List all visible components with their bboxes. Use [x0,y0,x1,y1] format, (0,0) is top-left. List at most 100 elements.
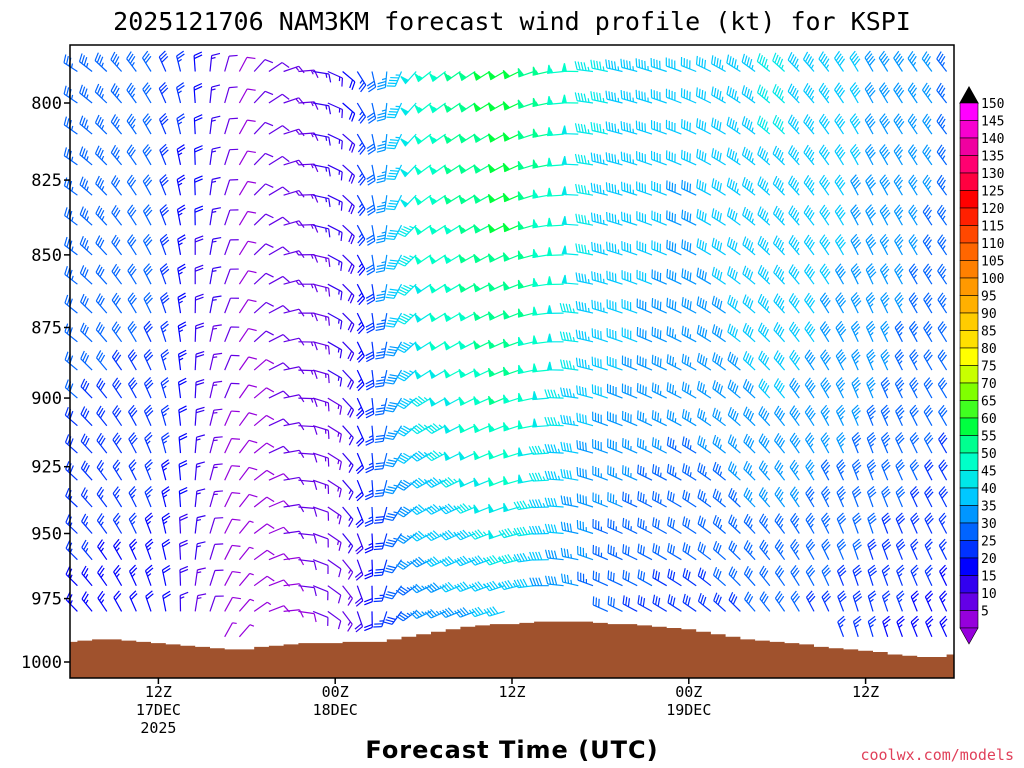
wind-barb [544,389,564,399]
wind-barb [209,517,224,534]
wind-barb [253,90,274,104]
wind-barb [605,90,623,104]
wind-barb [742,322,756,343]
wind-barb [711,237,726,256]
colorbar-label: 140 [981,132,1004,147]
wind-barb [879,174,891,196]
wind-barb [94,145,108,166]
wind-barb [896,590,905,612]
wind-barb [532,363,549,373]
wind-barb [532,219,549,229]
wind-barb [194,235,204,255]
wind-barb [650,120,667,135]
wind-barb [342,585,353,606]
wind-barb [342,397,355,418]
wind-barb [238,598,255,612]
colorbar-swatch [959,400,979,419]
wind-barb [342,254,355,275]
wind-barb [881,564,891,586]
wind-barb [159,263,170,285]
wind-barb [922,234,933,256]
wind-barb [621,211,638,226]
wind-barb [483,606,505,617]
wind-barb [64,323,78,343]
colorbar-label: 110 [981,237,1004,252]
wind-barb [561,274,579,285]
wind-barb [268,579,290,587]
wind-barb [410,556,432,568]
wind-barb [666,382,682,399]
wind-barb [591,271,608,285]
wind-barb [194,378,205,399]
wind-barb [726,116,741,135]
wind-barb [113,564,123,587]
wind-barb [253,496,275,508]
wind-barb [458,224,476,235]
wind-barb [176,204,186,226]
wind-barb [78,53,93,72]
wind-barb [65,591,78,612]
wind-barb [366,102,377,124]
wind-barb [253,330,274,343]
wind-barb [546,247,564,257]
wind-barb [503,449,520,459]
wind-barb [758,487,771,508]
wind-barb [127,234,137,256]
wind-barb [327,164,343,181]
wind-barb [473,504,491,514]
wind-barb [268,305,290,314]
wind-barb [651,354,667,371]
wind-barb [97,565,108,587]
wind-barb [651,437,667,454]
wind-barb [312,369,330,384]
wind-barb [283,279,305,288]
wind-barb [502,310,520,320]
wind-barb [253,301,274,314]
wind-barb [803,234,815,256]
wind-barb [819,174,831,196]
wind-barb [366,133,376,155]
wind-barb [194,350,205,371]
wind-barb [209,463,223,481]
credit-link[interactable]: coolwx.com/models [860,746,1014,764]
wind-barb [283,65,305,74]
wind-barb [517,191,535,201]
wind-barb [622,595,638,612]
wind-barb [865,174,877,196]
wind-barb [849,82,861,104]
wind-barb [384,506,403,522]
wind-barb [742,351,756,371]
wind-barb [666,180,682,196]
wind-barb [209,436,223,454]
wind-barb [790,539,800,561]
wind-barb [742,206,756,226]
wind-barb [356,312,365,335]
wind-barb [298,341,318,351]
colorbar-swatch [959,592,979,611]
wind-barb [636,326,653,343]
wind-barb [651,240,667,256]
wind-barb [592,596,609,612]
wind-barb [561,186,579,196]
y-tick-label: 950 [31,525,62,545]
wind-barb [851,377,861,399]
wind-barb [789,405,801,427]
wind-barb [803,83,815,104]
wind-barb [342,533,354,554]
wind-barb [923,404,934,426]
wind-barb [591,328,608,343]
plot-frame [69,44,955,679]
wind-barb [712,352,726,371]
wind-barb [268,445,290,454]
wind-barb [468,529,491,540]
wind-barb [893,144,904,166]
wind-barb [607,438,623,454]
wind-barb [607,544,623,561]
wind-barb [384,479,403,495]
wind-barb [635,89,653,104]
wind-barb [113,590,123,612]
wind-barb [178,460,188,481]
wind-barb [667,568,682,587]
wind-barb [95,175,108,196]
wind-barb [373,611,388,628]
